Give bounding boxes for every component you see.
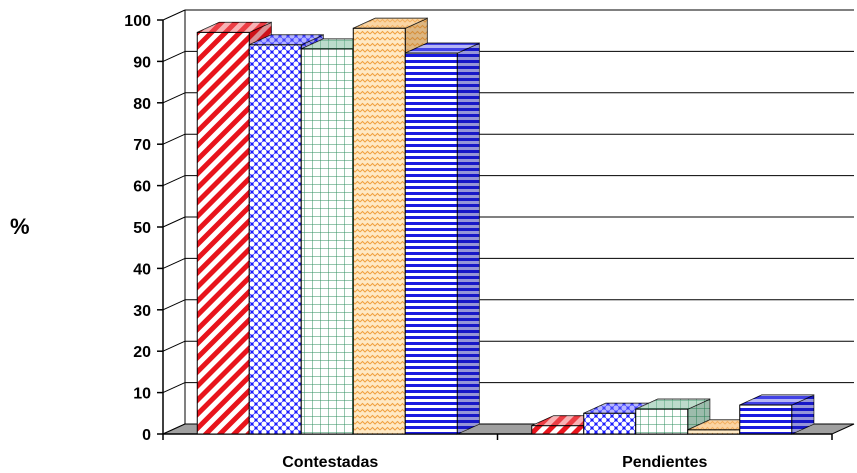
bar-top-pattern xyxy=(635,399,710,410)
bar-front xyxy=(583,412,637,435)
bar-top-pattern xyxy=(353,18,428,29)
gridline-depth xyxy=(162,257,186,269)
gridline-depth xyxy=(162,92,186,104)
bar-front xyxy=(687,429,741,435)
bar-front xyxy=(196,31,250,435)
gridline-depth xyxy=(162,382,186,394)
bar-front xyxy=(352,27,406,435)
labels-layer: 0 10 20 30 40 50 60 70 80 90 100 Contestadas Pendien… xyxy=(124,13,707,471)
gridline-depth xyxy=(162,9,186,21)
bar-front xyxy=(739,404,793,435)
x-category-label: Pendientes xyxy=(622,454,707,471)
y-tick-label: 80 xyxy=(133,96,151,113)
gridline-depth xyxy=(162,175,186,187)
bar-front xyxy=(404,52,458,435)
bar xyxy=(404,42,480,435)
bar-top-pattern xyxy=(739,395,814,406)
y-axis-label: % xyxy=(10,214,30,239)
gridline-depth xyxy=(162,216,186,228)
bar xyxy=(635,398,711,435)
bar-front xyxy=(300,48,354,435)
gridline-depth xyxy=(162,340,186,352)
y-tick-label: 40 xyxy=(133,261,151,278)
bar-top-pattern xyxy=(405,43,480,54)
bar-top-pattern xyxy=(249,34,324,45)
gridline-depth xyxy=(162,299,186,311)
gridline-depth xyxy=(162,50,186,62)
x-category-label: Contestadas xyxy=(282,454,378,471)
y-tick-label: 90 xyxy=(133,54,151,71)
y-tick-label: 20 xyxy=(133,344,151,361)
bar-front xyxy=(248,44,302,435)
y-tick-label: 0 xyxy=(142,427,151,444)
y-tick-label: 10 xyxy=(133,386,151,403)
gridline-depth xyxy=(162,133,186,145)
bars-layer xyxy=(196,17,815,435)
y-tick-label: 60 xyxy=(133,179,151,196)
y-tick-label: 30 xyxy=(133,303,151,320)
y-tick-label: 50 xyxy=(133,220,151,237)
y-tick-label: 100 xyxy=(124,13,151,30)
bar-front xyxy=(531,425,585,435)
bar xyxy=(739,394,815,435)
bar-front xyxy=(635,408,689,435)
bar-side-pattern xyxy=(791,395,814,434)
bar-side-pattern xyxy=(457,43,480,435)
bar-top-pattern xyxy=(197,22,272,33)
y-tick-label: 70 xyxy=(133,137,151,154)
